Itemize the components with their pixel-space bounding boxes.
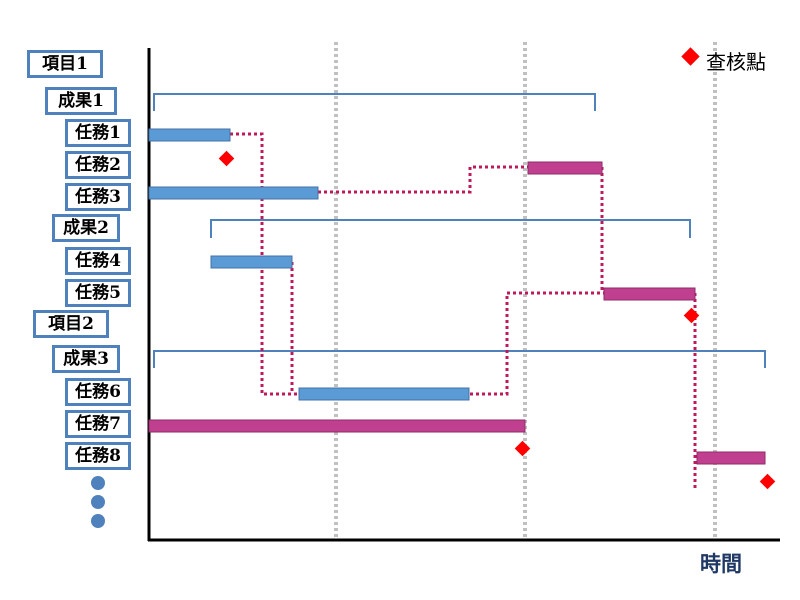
row-label-result1: 成果1 (45, 87, 117, 115)
row-label-project1: 項目1 (27, 50, 103, 78)
row-label-project2: 項目2 (33, 310, 109, 338)
task-bar-task8 (696, 451, 766, 465)
row-label-task7: 任務7 (65, 410, 131, 438)
continuation-dot (91, 495, 105, 509)
row-label-task4: 任務4 (65, 247, 131, 275)
row-label-task2: 任務2 (65, 151, 131, 179)
row-label-task5: 任務5 (65, 279, 131, 307)
checkpoint-diamond (218, 150, 235, 167)
checkpoint-diamond (759, 473, 776, 490)
continuation-dot (91, 514, 105, 528)
legend-checkpoint-label: 查核點 (706, 50, 766, 74)
task-bar-task4 (210, 255, 293, 269)
checkpoints (218, 150, 776, 490)
task-bar-task3 (148, 186, 319, 200)
checkpoint-diamond (683, 307, 700, 324)
task-bar-task7 (148, 419, 526, 433)
row-label-result2: 成果2 (52, 214, 120, 242)
checkpoint-diamond (514, 440, 531, 457)
task-bar-task1 (148, 128, 231, 142)
row-label-task6: 任務6 (65, 378, 131, 406)
task-bar-task2 (527, 161, 603, 175)
row-label-task1: 任務1 (65, 119, 131, 147)
task-bar-task5 (603, 287, 696, 301)
x-axis-label: 時間 (700, 551, 742, 576)
task-bar-task6 (298, 387, 470, 401)
row-label-task8: 任務8 (65, 442, 131, 470)
bracket-result2 (210, 219, 691, 238)
row-label-result3: 成果3 (52, 345, 120, 373)
dependency-task6-task7 (470, 291, 604, 396)
bracket-result1 (153, 93, 596, 111)
bracket-result3 (153, 350, 766, 368)
task-bars (148, 128, 766, 465)
continuation-dot (91, 476, 105, 490)
dependency-task3-task2 (318, 165, 528, 194)
row-label-task3: 任務3 (65, 183, 131, 211)
